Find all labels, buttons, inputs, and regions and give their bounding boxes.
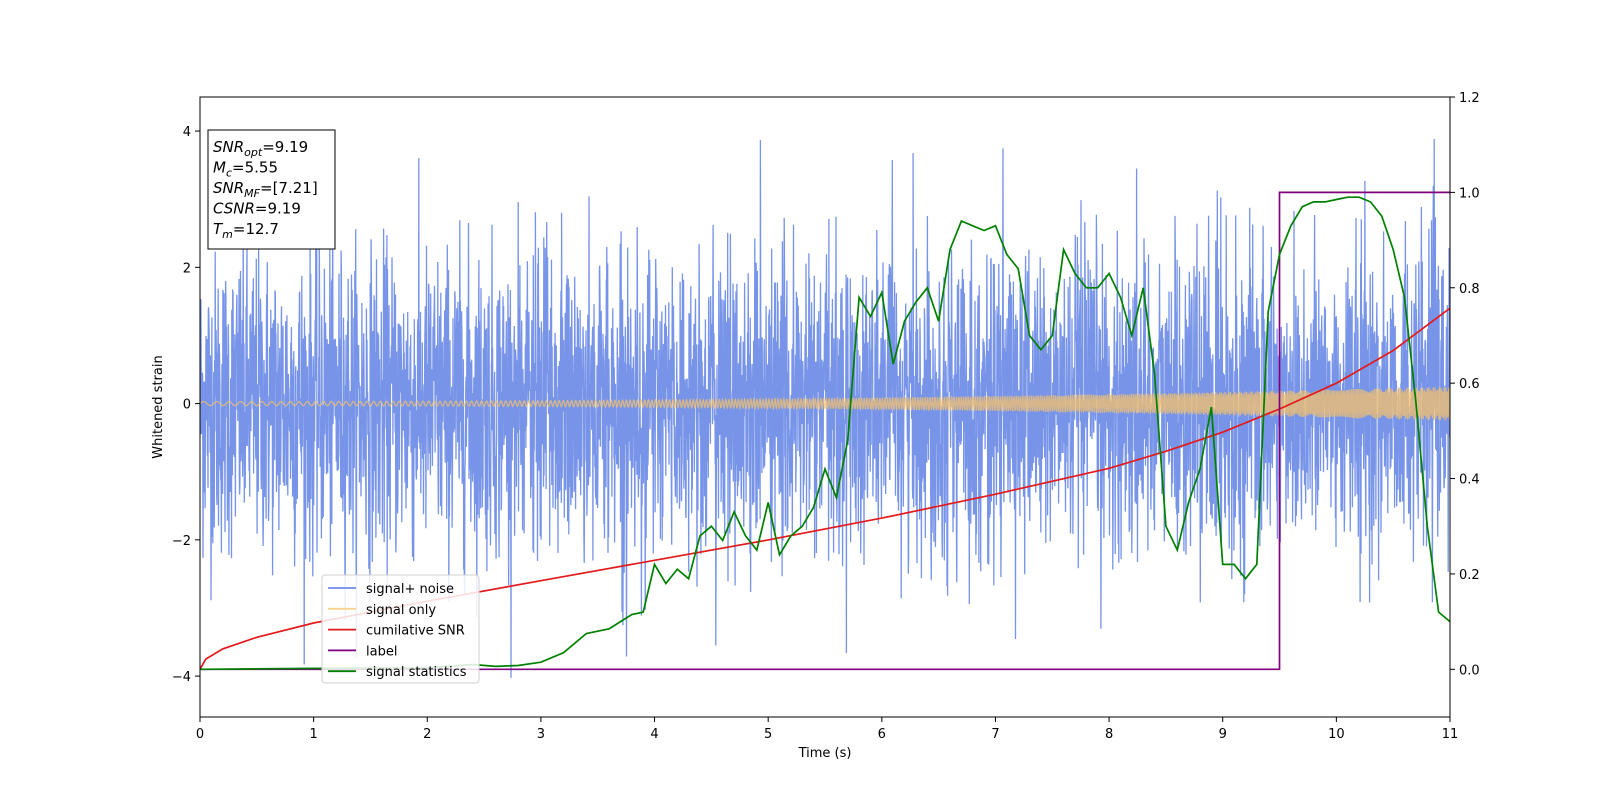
y2-tick-label: 0.6 (1459, 377, 1480, 392)
y-axis-right: 0.0 0.2 0.4 0.6 0.8 1.0 1.2 (1450, 91, 1480, 678)
legend-label: signal only (366, 603, 436, 618)
series-signal-noise (200, 138, 1450, 678)
y2-tick-label: 1.0 (1459, 186, 1480, 201)
x-axis-label: Time (s) (798, 746, 852, 761)
x-tick-label: 11 (1442, 727, 1459, 742)
series-signal-statistics (200, 196, 1450, 671)
x-tick-label: 9 (1219, 727, 1227, 742)
legend-label: signal+ noise (366, 582, 454, 597)
x-tick-label: 5 (764, 727, 772, 742)
legend-label: label (366, 644, 397, 659)
x-tick-label: 8 (1105, 727, 1113, 742)
x-tick-label: 10 (1328, 727, 1345, 742)
y2-tick-label: 0.8 (1459, 282, 1480, 297)
series-signal-only (200, 386, 1450, 421)
y-axis-left: −4 −2 0 2 4 (172, 125, 200, 685)
x-tick-label: 7 (991, 727, 999, 742)
y2-tick-label: 0.2 (1459, 568, 1480, 583)
y-tick-label: −2 (172, 534, 191, 549)
y-tick-label: 4 (183, 125, 191, 140)
legend-label: cumilative SNR (366, 624, 465, 639)
annotation-line: CSNR=9.19 (213, 200, 301, 218)
x-tick-label: 1 (309, 727, 317, 742)
x-tick-label: 0 (196, 727, 204, 742)
y2-tick-label: 1.2 (1459, 91, 1480, 106)
annotation-line: Tm=12.7 (213, 220, 279, 241)
y-tick-label: −4 (172, 670, 191, 685)
legend-label: signal statistics (366, 665, 467, 680)
y-axis-label: Whitened strain (151, 355, 166, 458)
x-tick-label: 2 (423, 727, 431, 742)
x-tick-label: 3 (537, 727, 545, 742)
y-tick-label: 0 (183, 398, 191, 413)
plot-area (200, 138, 1450, 678)
y2-tick-label: 0.0 (1459, 663, 1480, 678)
y-tick-label: 2 (183, 261, 191, 276)
plot-frame (199, 96, 1451, 718)
x-tick-label: 4 (650, 727, 658, 742)
x-tick-label: 6 (878, 727, 886, 742)
series-cumulative-snr (200, 307, 1450, 670)
x-axis: 0 1 2 3 4 5 6 7 8 9 10 11 (196, 717, 1458, 742)
y2-tick-label: 0.4 (1459, 473, 1480, 488)
series-label (200, 191, 1450, 671)
annotation-line: SNRopt=9.19 (213, 138, 308, 159)
annotation-line: SNRMF=[7.21] (213, 179, 318, 200)
annotation-line: Mc=5.55 (213, 159, 278, 180)
legend: signal+ noise signal only cumilative SNR la… (321, 574, 480, 684)
